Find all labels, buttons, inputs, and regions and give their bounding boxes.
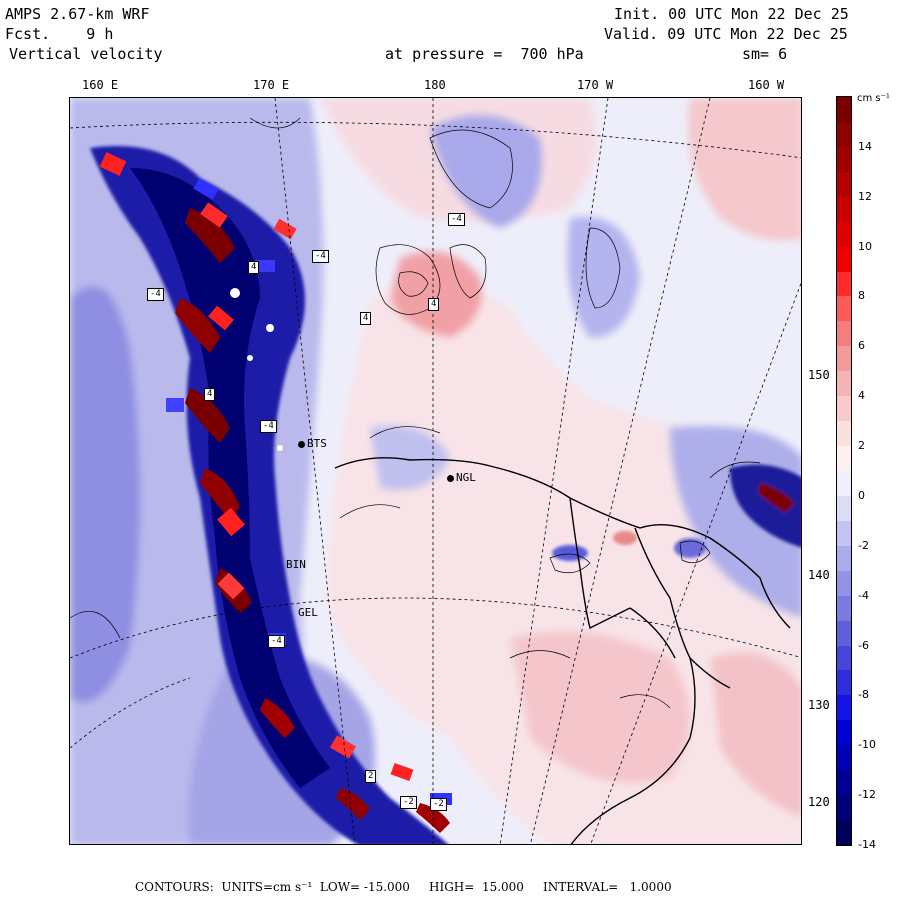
lat-tick-130w: 130 W: [808, 698, 845, 712]
field-name: Vertical velocity: [9, 45, 163, 63]
colorbar-segment: [837, 421, 851, 447]
station-label: BIN: [286, 558, 306, 571]
contour-label: 4: [248, 261, 260, 274]
model-title: AMPS 2.67-km WRF: [5, 5, 150, 23]
contour-label: -2: [400, 796, 417, 809]
colorbar-segment: [837, 820, 851, 846]
colorbar-label: 6: [858, 339, 865, 353]
colorbar-segment: [837, 471, 851, 497]
lon-tick-170e: 170 E: [253, 78, 290, 92]
smoothing-level: sm= 6: [742, 45, 788, 63]
colorbar-label: -4: [858, 588, 869, 602]
lon-tick-160e: 160 E: [82, 78, 119, 92]
colorbar-segment: [837, 446, 851, 472]
lat-tick-150w: 150 W: [808, 368, 845, 382]
lat-tick-120w: 120 W: [808, 795, 845, 809]
contour-label: 4: [360, 312, 372, 325]
station-marker: [447, 474, 454, 482]
lon-tick-180: 180: [424, 78, 446, 92]
map-svg: [70, 98, 801, 844]
colorbar-segment: [837, 595, 851, 622]
colorbar-segment: [837, 770, 851, 796]
colorbar-segment: [837, 645, 851, 671]
contour-label: 4: [204, 388, 216, 401]
eastern-cells: [552, 464, 801, 561]
mountain-band: [90, 146, 452, 844]
station-marker: [298, 440, 305, 448]
lat-tick-140w: 140 W: [808, 568, 845, 582]
colorbar-label: -8: [858, 688, 869, 702]
colorbar-segment: [837, 670, 851, 696]
pressure-level: at pressure = 700 hPa: [385, 45, 584, 63]
colorbar-segment: [837, 795, 851, 821]
contour-label: -4: [268, 635, 285, 648]
colorbar-segment: [837, 221, 851, 248]
contour-info: CONTOURS: UNITS=cm s⁻¹ LOW= -15.000 HIGH…: [135, 880, 672, 894]
colorbar-units: cm s⁻¹: [857, 93, 890, 104]
colorbar-segment: [837, 396, 851, 422]
colorbar-segment: [837, 196, 851, 223]
colorbar-segment: [837, 321, 851, 347]
colorbar-segment: [837, 720, 851, 746]
contour-label: -4: [260, 420, 277, 433]
colorbar-label: 2: [858, 439, 865, 453]
colorbar-segment: [837, 545, 851, 572]
graticule: [70, 98, 801, 844]
colorbar-segment: [837, 121, 851, 148]
colorbar-segment: [837, 520, 851, 547]
contour-label: 2: [365, 770, 377, 783]
colorbar-segment: [837, 745, 851, 771]
colorbar-label: 4: [858, 389, 865, 403]
station-bin: BIN: [286, 558, 306, 571]
colorbar-segment: [837, 695, 851, 721]
colorbar-label: 8: [858, 289, 865, 303]
station-ngl: NGL: [447, 471, 476, 484]
station-bts: BTS: [298, 437, 327, 450]
colorbar-segment: [837, 296, 851, 322]
colorbar-label: -14: [858, 838, 876, 851]
init-time: Init. 00 UTC Mon 22 Dec 25: [614, 5, 849, 23]
colorbar-label: 12: [858, 189, 872, 203]
colorbar-segment: [837, 146, 851, 173]
colorbar-label: -12: [858, 788, 876, 802]
colorbar-label: 14: [858, 139, 872, 153]
contour-lines: [70, 117, 761, 709]
station-label: GEL: [298, 606, 318, 619]
colorbar-segment: [837, 171, 851, 198]
station-label: NGL: [456, 471, 476, 484]
forecast-hour: Fcst. 9 h: [5, 25, 114, 43]
contour-label: -4: [147, 288, 164, 301]
colorbar-label: 0: [858, 488, 865, 502]
valid-time: Valid. 09 UTC Mon 22 Dec 25: [604, 25, 848, 43]
colorbar-segment: [837, 371, 851, 397]
colorbar-label: -2: [858, 538, 869, 552]
colorbar-segment: [837, 97, 851, 123]
lon-tick-170w: 170 W: [577, 78, 614, 92]
station-gel: GEL: [298, 606, 318, 619]
colorbar-segment: [837, 495, 851, 522]
colorbar-segment: [837, 570, 851, 597]
colorbar-segment: [837, 346, 851, 372]
contour-label: -4: [312, 250, 329, 263]
contour-label: -4: [448, 213, 465, 226]
lon-tick-160w: 160 W: [748, 78, 785, 92]
colorbar-label: 10: [858, 239, 872, 253]
colorbar-label: -10: [858, 738, 876, 752]
colorbar: [836, 96, 852, 846]
colorbar-segment: [837, 620, 851, 647]
station-label: BTS: [307, 437, 327, 450]
colorbar-segment: [837, 271, 851, 297]
contour-label: 4: [428, 298, 440, 311]
vertical-velocity-map: BTS NGL BIN GEL 4 -4 4 4 -4 -4 -4 4 -4 2…: [69, 97, 802, 845]
coastline: [334, 457, 791, 844]
contour-label: -2: [430, 798, 447, 811]
colorbar-segment: [837, 246, 851, 273]
colorbar-label: -6: [858, 638, 869, 652]
